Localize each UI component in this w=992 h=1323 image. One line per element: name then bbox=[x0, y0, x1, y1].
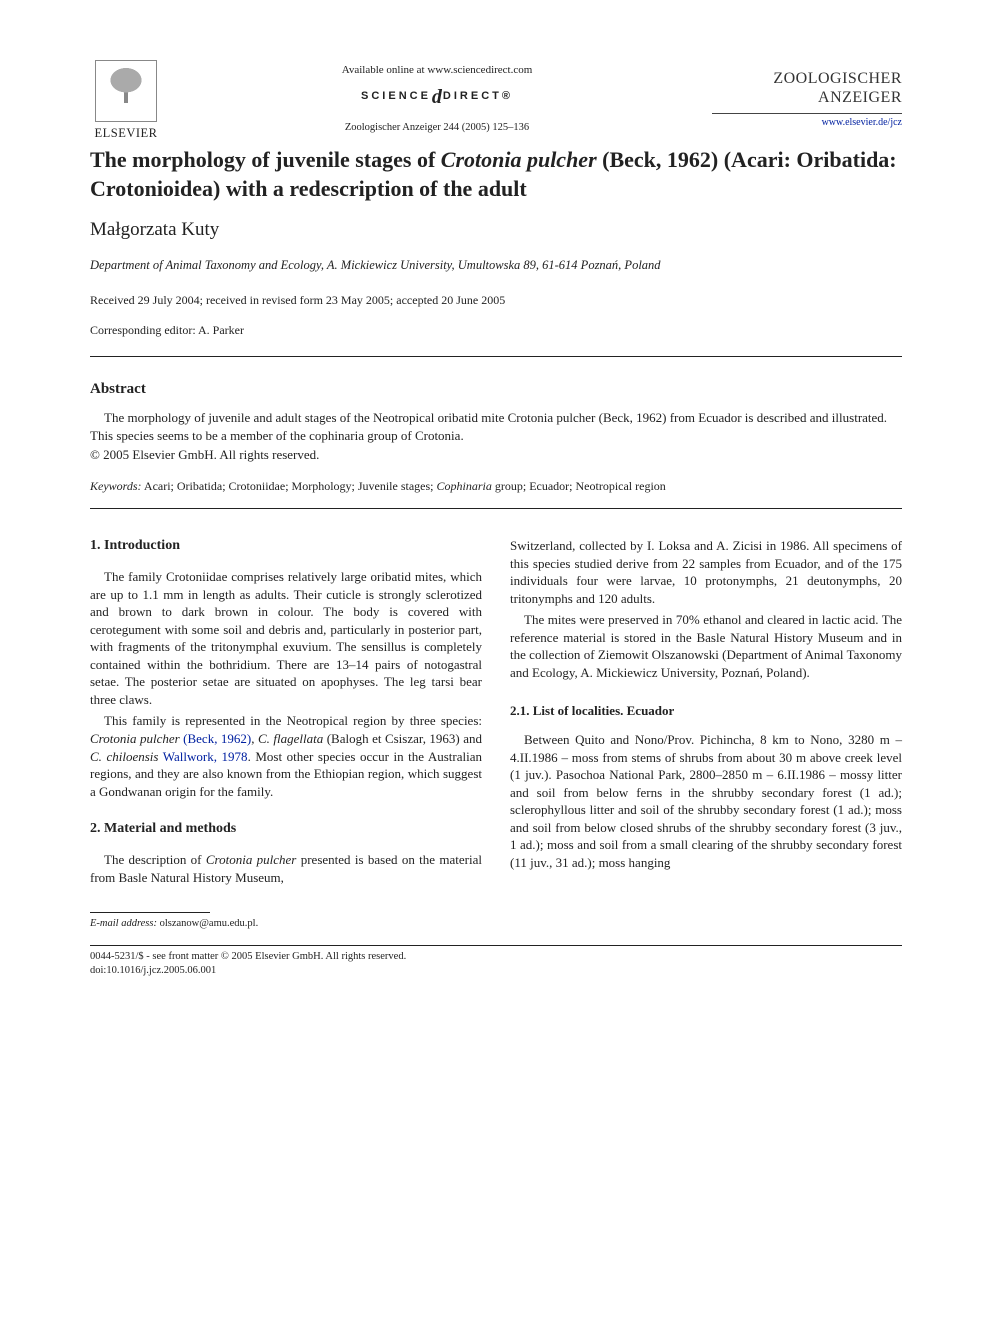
publisher-name: ELSEVIER bbox=[90, 125, 162, 142]
journal-title-line1: ZOOLOGISCHER bbox=[712, 69, 902, 88]
abstract-text-4: . bbox=[460, 428, 463, 443]
paper-title: The morphology of juvenile stages of Cro… bbox=[90, 146, 902, 203]
left-column: 1. Introduction The family Crotoniidae c… bbox=[90, 537, 482, 931]
material-paragraph-1-cont: Switzerland, collected by I. Loksa and A… bbox=[510, 537, 902, 607]
citation-beck-1962[interactable]: (Beck, 1962) bbox=[180, 731, 252, 746]
body-columns: 1. Introduction The family Crotoniidae c… bbox=[90, 537, 902, 931]
elsevier-tree-icon bbox=[95, 60, 157, 122]
keywords-line: Keywords: Acari; Oribatida; Crotoniidae;… bbox=[90, 478, 902, 494]
intro2-pre: This family is represented in the Neotro… bbox=[104, 713, 482, 728]
front-matter-line: 0044-5231/$ - see front matter © 2005 El… bbox=[90, 950, 902, 964]
abstract-paragraph: The morphology of juvenile and adult sta… bbox=[90, 409, 902, 444]
keywords-label: Keywords: bbox=[90, 479, 142, 493]
keywords-pre: Acari; Oribatida; Crotoniidae; Morpholog… bbox=[142, 479, 437, 493]
divider-bottom bbox=[90, 508, 902, 509]
title-species: Crotonia pulcher bbox=[441, 147, 597, 172]
mat1-pre: The description of bbox=[104, 852, 206, 867]
footnote-divider bbox=[90, 912, 210, 913]
mat1-species: Crotonia pulcher bbox=[206, 852, 297, 867]
material-paragraph-1: The description of Crotonia pulcher pres… bbox=[90, 851, 482, 886]
page-footer: 0044-5231/$ - see front matter © 2005 El… bbox=[90, 945, 902, 978]
abstract-heading: Abstract bbox=[90, 379, 902, 399]
journal-title-box: ZOOLOGISCHER ANZEIGER www.elsevier.de/jc… bbox=[712, 69, 902, 130]
scidirect-pre: SCIENCE bbox=[361, 90, 431, 102]
sciencedirect-logo: SCIENCEdDIRECT® bbox=[182, 84, 692, 111]
right-column: Switzerland, collected by I. Loksa and A… bbox=[510, 537, 902, 931]
email-label: E-mail address: bbox=[90, 918, 157, 929]
intro2-sp2: C. flagellata bbox=[258, 731, 323, 746]
corresponding-editor: Corresponding editor: A. Parker bbox=[90, 322, 902, 338]
header-center: Available online at www.sciencedirect.co… bbox=[162, 63, 712, 135]
journal-reference: Zoologischer Anzeiger 244 (2005) 125–136 bbox=[182, 121, 692, 135]
article-dates: Received 29 July 2004; received in revis… bbox=[90, 292, 902, 308]
material-paragraph-2: The mites were preserved in 70% ethanol … bbox=[510, 611, 902, 681]
abstract-species-2: cophinaria bbox=[309, 428, 364, 443]
author-name: Małgorzata Kuty bbox=[90, 217, 902, 243]
intro-paragraph-1: The family Crotoniidae comprises relativ… bbox=[90, 568, 482, 708]
subsection-2-1-heading: 2.1. List of localities. Ecuador bbox=[510, 702, 902, 720]
intro2-sp3: C. chiloensis bbox=[90, 749, 158, 764]
scidirect-swirl-icon: d bbox=[432, 84, 442, 111]
abstract-text-1: The morphology of juvenile and adult sta… bbox=[104, 410, 508, 425]
paper-header: ELSEVIER Available online at www.science… bbox=[90, 60, 902, 138]
section-2-heading: 2. Material and methods bbox=[90, 820, 482, 839]
localities-paragraph-1: Between Quito and Nono/Prov. Pichincha, … bbox=[510, 731, 902, 871]
intro2-mid2: (Balogh et Csiszar, 1963) and bbox=[323, 731, 482, 746]
journal-url[interactable]: www.elsevier.de/jcz bbox=[712, 113, 902, 130]
available-online-text: Available online at www.sciencedirect.co… bbox=[182, 63, 692, 78]
author-affiliation: Department of Animal Taxonomy and Ecolog… bbox=[90, 257, 902, 274]
scidirect-post: DIRECT® bbox=[443, 90, 513, 102]
email-address[interactable]: olszanow@amu.edu.pl. bbox=[157, 918, 258, 929]
elsevier-logo: ELSEVIER bbox=[90, 60, 162, 138]
citation-wallwork-1978[interactable]: Wallwork, 1978 bbox=[158, 749, 247, 764]
section-1-heading: 1. Introduction bbox=[90, 537, 482, 556]
intro2-mid1: , bbox=[251, 731, 258, 746]
journal-title-line2: ANZEIGER bbox=[712, 88, 902, 107]
abstract-text-3: group of bbox=[364, 428, 415, 443]
abstract-species-1: Crotonia pulcher bbox=[508, 410, 596, 425]
divider-top bbox=[90, 356, 902, 357]
intro2-sp1: Crotonia pulcher bbox=[90, 731, 180, 746]
title-pre: The morphology of juvenile stages of bbox=[90, 147, 441, 172]
abstract-species-3: Crotonia bbox=[415, 428, 461, 443]
email-footnote: E-mail address: olszanow@amu.edu.pl. bbox=[90, 917, 482, 931]
copyright-line: © 2005 Elsevier GmbH. All rights reserve… bbox=[90, 446, 902, 464]
keywords-group: Cophinaria bbox=[437, 479, 492, 493]
doi-line: doi:10.1016/j.jcz.2005.06.001 bbox=[90, 964, 902, 978]
intro-paragraph-2: This family is represented in the Neotro… bbox=[90, 712, 482, 800]
keywords-post: group; Ecuador; Neotropical region bbox=[492, 479, 666, 493]
